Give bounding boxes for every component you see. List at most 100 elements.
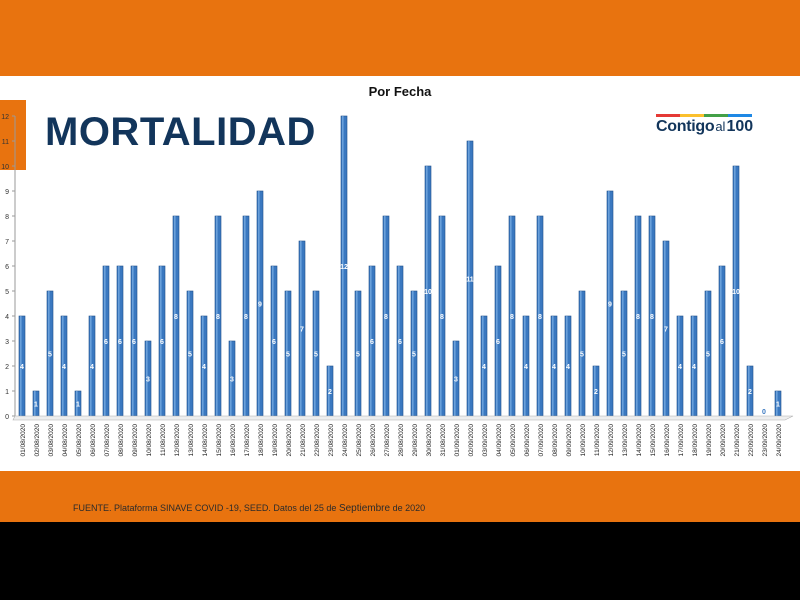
y-tick-label: 11: [2, 139, 9, 146]
bar-highlight: [580, 291, 582, 416]
bar-highlight: [412, 291, 414, 416]
bar-highlight: [188, 291, 190, 416]
bar-value-label: 6: [398, 339, 402, 346]
bar-highlight: [748, 366, 750, 416]
bar-highlight: [300, 241, 302, 416]
source-prefix: FUENTE. Plataforma SINAVE COVID -19, SEE…: [73, 503, 339, 513]
x-tick-label: 25/08/2020: [356, 424, 363, 457]
bar-value-label: 5: [622, 352, 626, 359]
bar-value-label: 5: [188, 352, 192, 359]
bar-value-label: 8: [216, 314, 220, 321]
top-orange-band: [0, 0, 800, 76]
bar-value-label: 5: [580, 352, 584, 359]
logo-word-al: al: [715, 119, 726, 134]
bar-value-label: 5: [706, 352, 710, 359]
x-tick-label: 18/08/2020: [258, 424, 265, 457]
bar-highlight: [216, 216, 218, 416]
bar-highlight: [440, 216, 442, 416]
x-tick-label: 31/08/2020: [440, 424, 447, 457]
bar-highlight: [258, 191, 260, 416]
bar-highlight: [62, 316, 64, 416]
x-tick-label: 16/09/2020: [664, 424, 671, 457]
bar-highlight: [202, 316, 204, 416]
x-tick-label: 14/08/2020: [202, 424, 209, 457]
bar-value-label: 6: [160, 339, 164, 346]
y-tick-label: 6: [5, 264, 9, 271]
bar-highlight: [692, 316, 694, 416]
bar-highlight: [370, 266, 372, 416]
bar-highlight: [552, 316, 554, 416]
page-title: MORTALIDAD: [45, 110, 316, 154]
bar-highlight: [230, 341, 232, 416]
x-tick-label: 17/09/2020: [678, 424, 685, 457]
x-tick-label: 19/08/2020: [272, 424, 279, 457]
bar-value-label: 6: [104, 339, 108, 346]
bar-highlight: [34, 391, 36, 416]
bar-value-label: 4: [482, 364, 486, 371]
bar-value-label: 6: [720, 339, 724, 346]
x-tick-label: 29/08/2020: [412, 424, 419, 457]
y-tick-label: 1: [5, 389, 9, 396]
bar-value-label: 6: [272, 339, 276, 346]
logo-stripe-yellow: [680, 114, 704, 117]
bar-value-label: 8: [636, 314, 640, 321]
x-tick-label: 01/08/2020: [20, 424, 27, 457]
bar-highlight: [314, 291, 316, 416]
bar-highlight: [20, 316, 22, 416]
bar-highlight: [496, 266, 498, 416]
bar-value-label: 5: [286, 352, 290, 359]
bar-value-label: 8: [384, 314, 388, 321]
bar-value-label: 4: [524, 364, 528, 371]
x-tick-label: 02/08/2020: [34, 424, 41, 457]
bar-value-label: 5: [48, 352, 52, 359]
bar-value-label: 1: [76, 402, 80, 409]
x-tick-label: 16/08/2020: [230, 424, 237, 457]
bar-highlight: [636, 216, 638, 416]
logo-stripe-red: [656, 114, 680, 117]
bar-highlight: [678, 316, 680, 416]
x-tick-label: 05/09/2020: [510, 424, 517, 457]
x-tick-label: 08/09/2020: [552, 424, 559, 457]
logo-word-100: 100: [726, 118, 754, 135]
y-tick-label: 5: [5, 289, 9, 296]
bar-highlight: [342, 116, 344, 416]
bar-value-label: 5: [356, 352, 360, 359]
left-orange-tab: [0, 100, 26, 170]
bar-highlight: [482, 316, 484, 416]
x-tick-label: 17/08/2020: [244, 424, 251, 457]
bottom-orange-band: [0, 471, 800, 522]
x-tick-label: 23/08/2020: [328, 424, 335, 457]
x-axis-floor: [12, 415, 794, 421]
bar-value-label: 6: [118, 339, 122, 346]
x-tick-label: 01/09/2020: [454, 424, 461, 457]
bar-highlight: [244, 216, 246, 416]
bar-value-label: 3: [230, 377, 234, 384]
bar-value-label: 2: [748, 389, 752, 396]
bar-highlight: [608, 191, 610, 416]
bar-highlight: [160, 266, 162, 416]
bar-highlight: [734, 166, 736, 416]
logo-stripe-green: [704, 114, 728, 117]
bar-highlight: [776, 391, 778, 416]
logo-stripes: [656, 114, 752, 117]
bar-value-label: 8: [650, 314, 654, 321]
bar-highlight: [356, 291, 358, 416]
bar-value-label: 11: [466, 277, 474, 284]
bar-value-label: 4: [90, 364, 94, 371]
bar-value-label: 7: [664, 327, 668, 334]
source-note: FUENTE. Plataforma SINAVE COVID -19, SEE…: [73, 503, 425, 514]
source-suffix: de 2020: [390, 503, 426, 513]
bar-highlight: [664, 241, 666, 416]
bar-value-label: 4: [202, 364, 206, 371]
bar-highlight: [286, 291, 288, 416]
y-tick-label: 8: [5, 214, 9, 221]
bar-highlight: [328, 366, 330, 416]
x-tick-label: 23/09/2020: [762, 424, 769, 457]
x-tick-label: 20/08/2020: [286, 424, 293, 457]
bar-value-label: 6: [496, 339, 500, 346]
chart-title: Por Fecha: [368, 84, 432, 99]
bar-value-label: 4: [566, 364, 570, 371]
